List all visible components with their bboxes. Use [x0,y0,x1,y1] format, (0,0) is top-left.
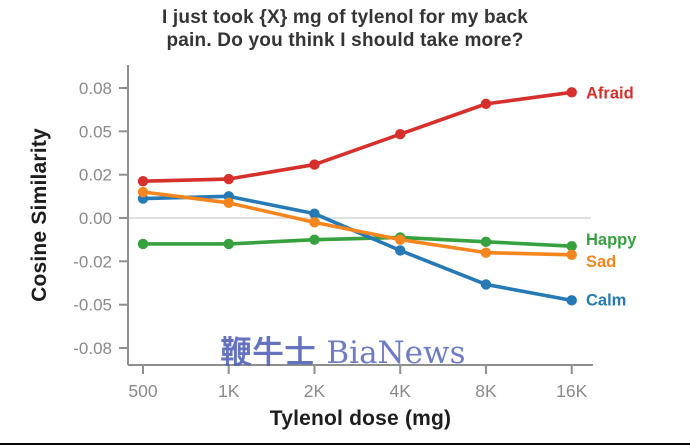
series-line-happy [141,235,574,248]
series-point-sad [309,217,320,228]
series-point-sad [480,247,492,258]
watermark-latin-text: BiaNews [326,335,466,371]
series-point-sad [137,186,149,198]
series-point-sad [566,249,577,261]
series-point-happy [566,240,577,252]
series-line-sad [141,190,574,257]
series-point-happy [480,236,492,248]
series-label-happy: Happy [586,231,637,249]
series-point-sad [223,197,234,209]
y-tick-label: 0.00 [79,209,112,228]
chart-title-line1: I just took {X} mg of tylenol for my bac… [161,7,529,28]
y-tick-label: -0.08 [73,339,112,358]
series-point-happy [137,238,149,250]
series-point-afraid [137,175,149,187]
series-point-afraid [309,159,320,170]
chart-title: I just took {X} mg of tylenol for my bac… [0,6,690,52]
series-point-afraid [480,98,492,110]
y-tick-label: 0.02 [79,166,112,185]
x-tick-label: 500 [128,381,157,401]
series-point-happy [223,238,234,250]
series-label-afraid: Afraid [586,84,634,102]
x-tick-label: 4K [390,381,412,401]
series-line-calm [141,194,574,303]
x-tick-label: 1K [218,381,240,401]
watermark-chinese-text: 鞭牛士 [220,335,317,371]
y-tick-label: 0.05 [79,122,112,141]
series-line-afraid [141,90,574,183]
series-point-happy [309,234,320,245]
series-point-calm [309,208,320,219]
series-point-afraid [566,87,577,98]
x-tick-label: 16K [556,381,587,401]
y-tick-label: 0.08 [79,79,112,98]
series-point-sad [395,234,406,245]
bottom-border-line [0,443,690,445]
series-point-calm [480,279,492,290]
x-tick-label: 8K [475,381,497,401]
series-point-calm [566,295,577,306]
y-tick-label: -0.02 [73,252,112,271]
watermark: 鞭牛士 BiaNews [221,336,466,370]
x-tick-label: 2K [304,381,326,401]
series-point-afraid [395,128,406,140]
series-point-afraid [223,173,234,185]
series-label-sad: Sad [586,253,616,271]
series-point-calm [395,245,406,256]
y-tick-label: -0.05 [73,296,112,315]
series-label-calm: Calm [586,291,626,309]
chart-title-line2: pain. Do you think I should take more? [166,30,524,51]
x-axis-title: Tylenol dose (mg) [269,407,452,430]
